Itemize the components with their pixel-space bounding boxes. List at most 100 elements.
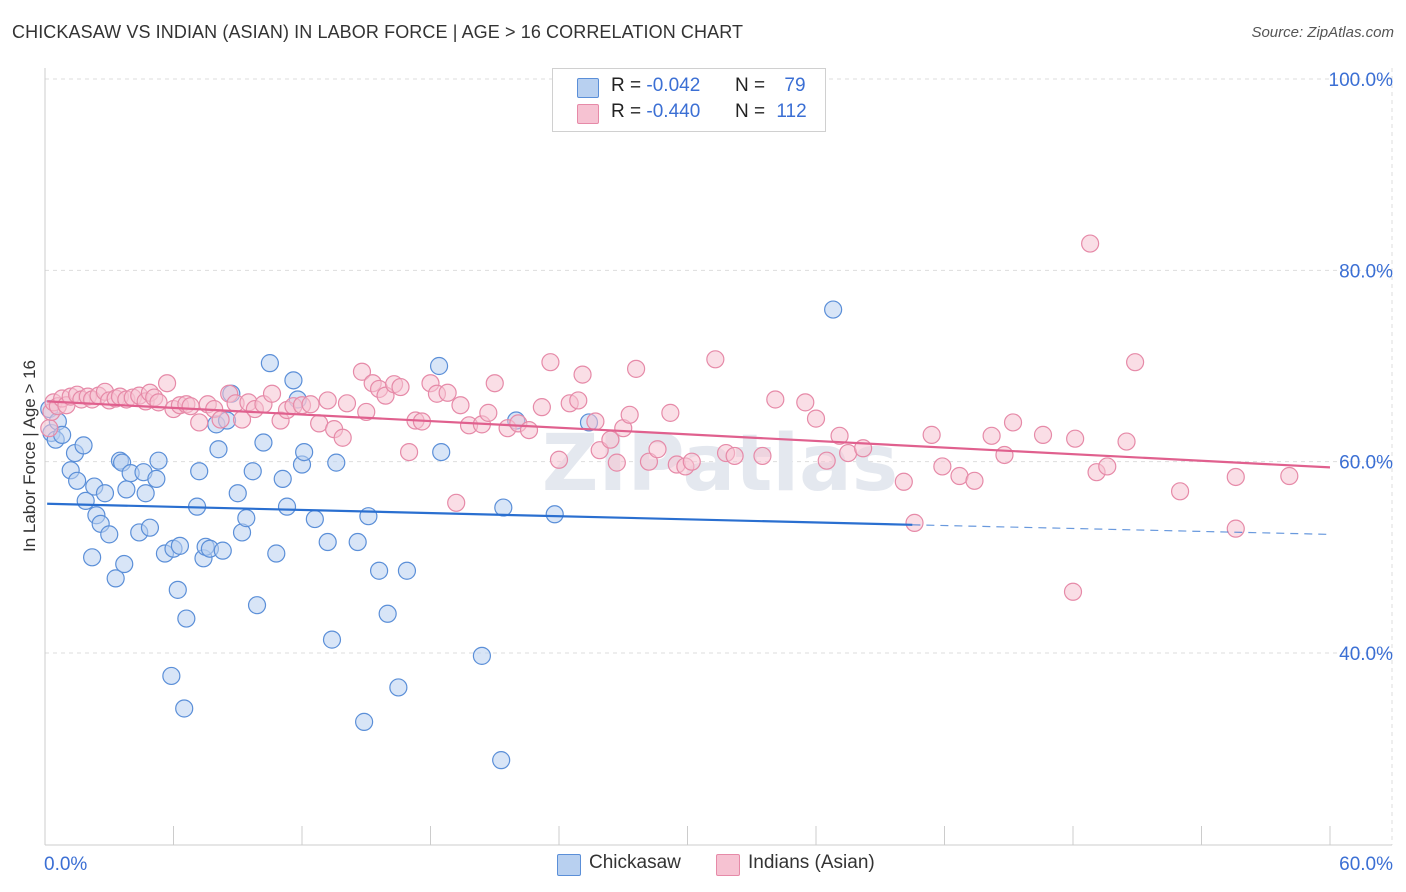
- legend-label-chickasaw: Chickasaw: [589, 852, 681, 873]
- chickasaw-point: [432, 443, 451, 462]
- chickasaw-point: [177, 609, 196, 628]
- indian-asian-point: [1081, 234, 1100, 253]
- indian-asian-point: [1226, 467, 1245, 487]
- chart-title: CHICKASAW VS INDIAN (ASIAN) IN LABOR FOR…: [12, 22, 744, 42]
- chickasaw-point: [359, 507, 378, 526]
- indian-asian-point: [1126, 353, 1145, 372]
- indian-asian-point: [190, 413, 209, 432]
- indian-asian-point: [391, 377, 410, 397]
- chickasaw-point: [162, 666, 181, 686]
- indian-asian-point: [211, 410, 230, 429]
- indian-asian-point: [157, 374, 177, 393]
- axis-labels: 40.0% 60.0% 80.0% 100.0% 0.0% 60.0% In Labor F…: [20, 70, 1393, 875]
- chickasaw-point: [136, 484, 155, 503]
- chickasaw-point: [327, 453, 346, 472]
- chickasaw-point: [175, 699, 194, 718]
- indian-asian-point: [573, 365, 592, 384]
- chickasaw-point: [318, 532, 337, 552]
- legend-swatch-chickasaw: [577, 78, 599, 98]
- indian-asian-point: [1066, 429, 1085, 448]
- y-tick-label: 100.0%: [1329, 70, 1394, 91]
- indian-asian-point: [447, 493, 466, 512]
- chickasaw-point: [378, 604, 397, 623]
- chickasaw-point: [243, 462, 262, 481]
- legend-r-label: R =: [611, 101, 642, 122]
- chickasaw-point: [277, 497, 297, 516]
- indian-asian-point: [725, 446, 744, 466]
- chickasaw-point: [106, 569, 125, 588]
- chickasaw-point: [190, 462, 209, 481]
- chickasaw-point: [397, 561, 417, 580]
- indian-asian-point: [706, 350, 725, 369]
- chickasaw-point: [95, 484, 115, 503]
- chickasaw-point: [284, 371, 303, 390]
- indian-asian-point: [796, 393, 815, 412]
- chickasaw-point: [147, 469, 166, 488]
- chickasaw-point: [74, 436, 93, 455]
- indian-asian-point: [181, 397, 200, 416]
- indian-asian-point: [318, 391, 337, 410]
- x-tick-label: 0.0%: [44, 854, 87, 875]
- chickasaw-point: [209, 440, 228, 459]
- legend-n-value: 112: [776, 101, 807, 122]
- indian-asian-point: [262, 384, 282, 403]
- indian-asian-point: [40, 419, 59, 438]
- indian-asian-point: [485, 374, 504, 393]
- chickasaw-point: [254, 433, 273, 452]
- indian-asian-point: [648, 440, 667, 459]
- legend-n-label: N =: [735, 75, 766, 96]
- indian-asian-point: [639, 452, 659, 471]
- legend-n-label: N =: [735, 101, 766, 122]
- legend-r-value: -0.042: [646, 75, 701, 96]
- chickasaw-point: [140, 518, 160, 537]
- chickasaw-point: [267, 544, 286, 563]
- legend-swatch-indian-asian: [577, 104, 599, 124]
- indian-asian-point: [965, 471, 984, 490]
- legend-n-value: 79: [784, 75, 806, 96]
- chickasaw-point: [149, 451, 168, 470]
- chickasaw-point: [170, 536, 190, 555]
- indian-asian-point: [399, 443, 419, 462]
- indian-asian-point: [1170, 482, 1190, 501]
- chickasaw-point: [494, 498, 513, 517]
- indian-asian-point: [586, 412, 605, 431]
- y-tick-label: 60.0%: [1339, 453, 1393, 474]
- chickasaw-trend-extension: [912, 524, 1331, 535]
- chickasaw-point: [322, 630, 342, 649]
- indian-asian-point: [839, 443, 858, 463]
- indian-asian-point: [549, 450, 569, 469]
- chickasaw-point: [305, 509, 324, 529]
- chickasaw-point: [228, 484, 247, 503]
- chickasaw-point: [83, 548, 102, 567]
- indian-asian-trend-line: [47, 400, 1331, 469]
- indian-asian-point: [1063, 582, 1083, 601]
- indian-asian-point: [479, 403, 498, 422]
- chickasaw-point: [429, 356, 449, 376]
- y-axis-title: In Labor Force | Age > 16: [20, 360, 39, 552]
- chickasaw-point: [348, 532, 367, 552]
- chickasaw-point: [295, 443, 314, 462]
- indian-asian-point: [438, 383, 457, 402]
- indian-asian-points: [40, 234, 1299, 601]
- indian-asian-point: [333, 428, 352, 447]
- chickasaw-point: [273, 469, 292, 488]
- indian-asian-point: [301, 395, 320, 414]
- y-tick-label: 80.0%: [1339, 261, 1393, 282]
- indian-asian-point: [753, 446, 772, 466]
- chickasaw-point: [100, 525, 119, 544]
- indian-asian-point: [982, 426, 1001, 445]
- chickasaw-point: [168, 580, 187, 599]
- indian-asian-point: [830, 426, 849, 445]
- indian-asian-point: [626, 359, 646, 378]
- indian-asian-point: [620, 405, 639, 424]
- indian-asian-point: [806, 409, 826, 428]
- indian-asian-point: [352, 362, 372, 381]
- indian-asian-point: [950, 466, 969, 486]
- indian-asian-point: [661, 403, 680, 422]
- indian-asian-point: [1117, 432, 1136, 451]
- chickasaw-point: [389, 678, 408, 697]
- trend-lines: [47, 400, 1331, 535]
- chickasaw-point: [492, 751, 511, 770]
- legend-swatch-indian-asian: [716, 854, 740, 876]
